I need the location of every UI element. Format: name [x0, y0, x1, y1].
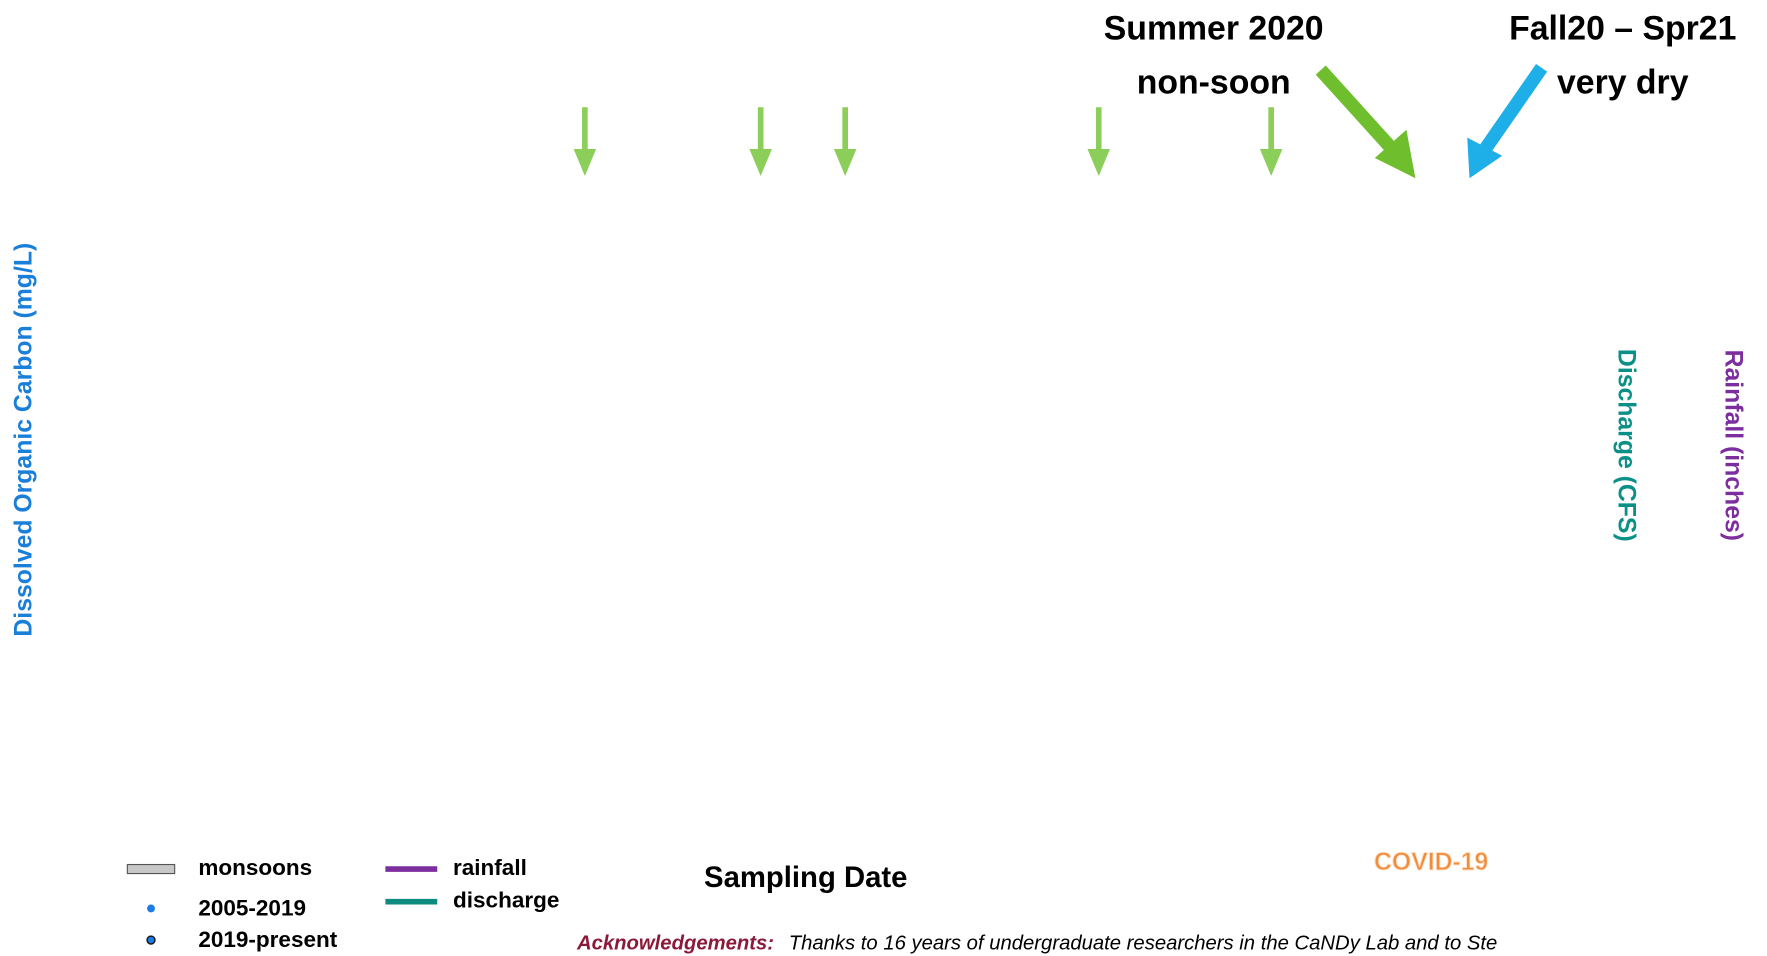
arrow-fall [1467, 63, 1548, 179]
acknowledgement-text: Thanks to 16 years of undergraduate rese… [789, 933, 1498, 955]
legend-label: monsoons [198, 855, 312, 880]
y2-axis-label: Discharge (CFS) [1612, 349, 1639, 542]
annotation: non-soon [1137, 64, 1291, 102]
covid-label: COVID-19 [1374, 849, 1488, 876]
acknowledgement: Acknowledgements: Thanks to 16 years of … [576, 933, 1497, 955]
arrow-summer [1315, 65, 1416, 179]
legend-label: 2019-present [198, 927, 337, 952]
small-arrows [573, 107, 1283, 176]
y-axis-label: Dissolved Organic Carbon (mg/L) [10, 243, 37, 637]
annotation: very dry [1557, 64, 1689, 102]
y3-axis-label: Rainfall (inches) [1720, 350, 1747, 541]
legend-label: discharge [453, 888, 559, 913]
legend-swatch [146, 935, 156, 945]
annotation: Summer 2020 [1104, 10, 1324, 48]
acknowledgement-label: Acknowledgements: [576, 933, 774, 955]
legend-swatch [147, 904, 155, 913]
legend-label: 2005-2019 [198, 896, 306, 921]
x-axis-label: Sampling Date [704, 861, 907, 894]
legend-label: rainfall [453, 855, 527, 880]
annotation: Fall20 – Spr21 [1509, 10, 1736, 48]
legend: monsoons 2005-2019 2019-present rainfall… [126, 855, 559, 952]
legend-swatch [126, 863, 176, 875]
